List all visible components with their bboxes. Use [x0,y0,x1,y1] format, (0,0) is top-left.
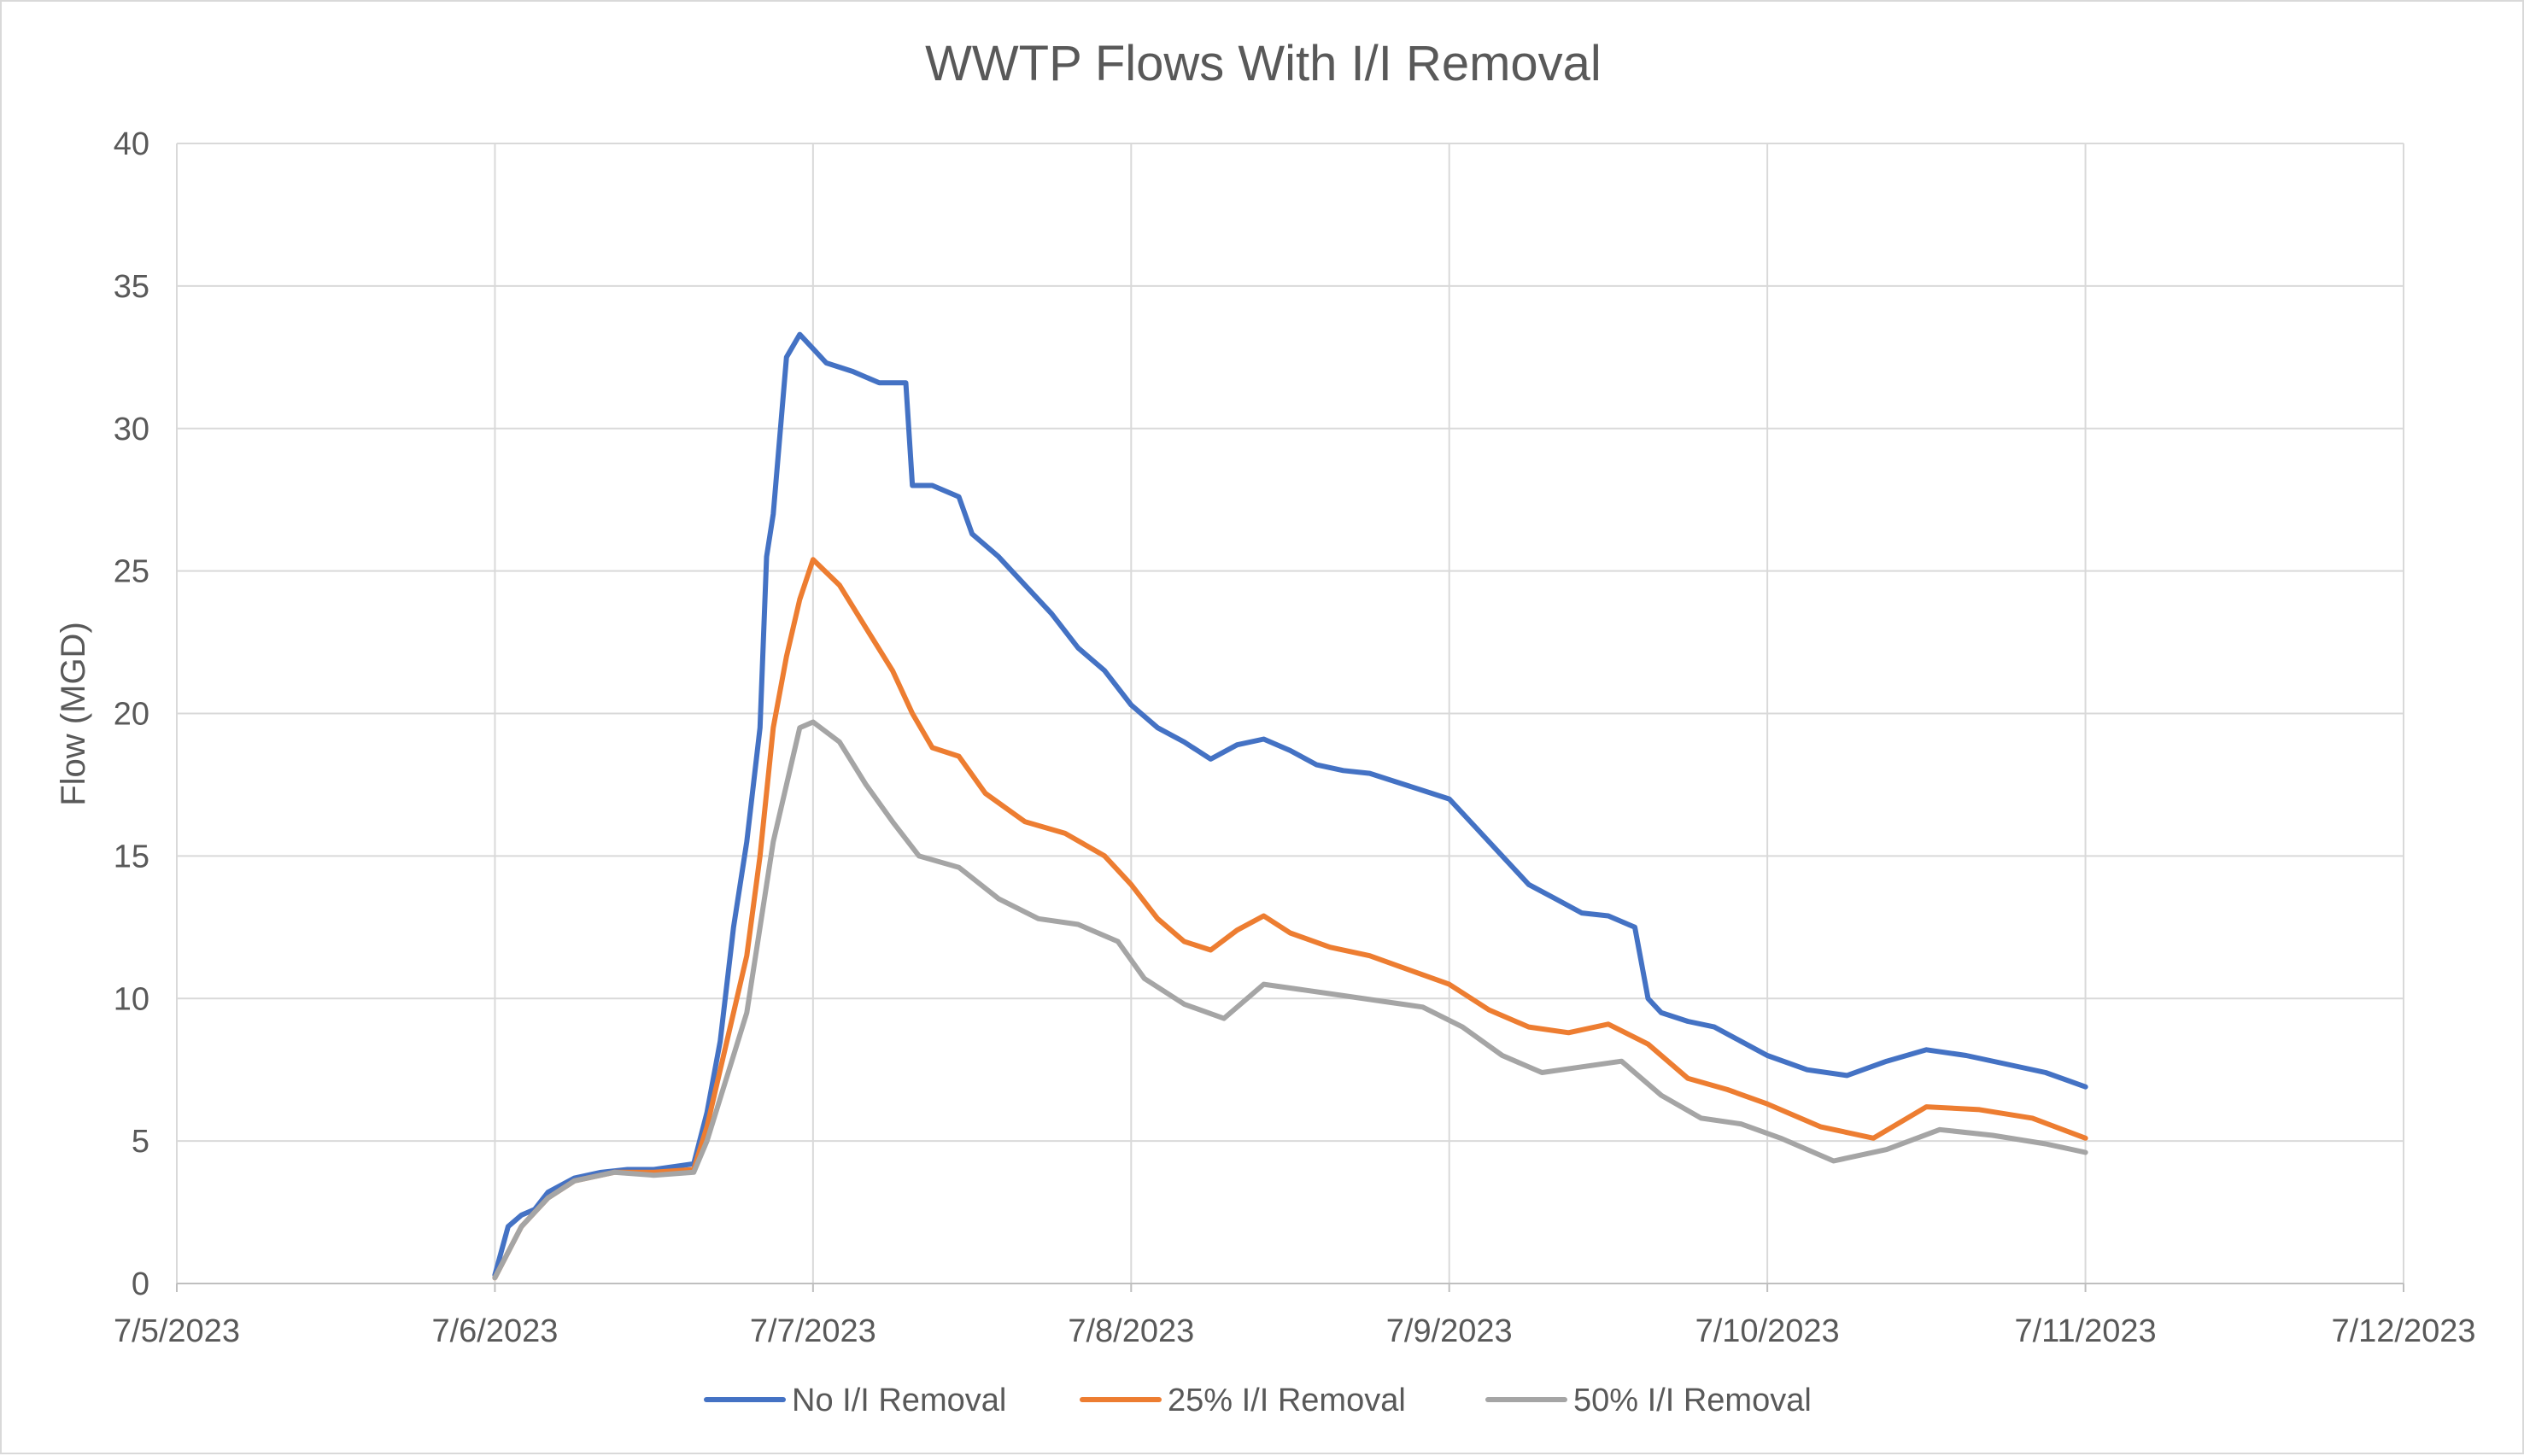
x-tick-label: 7/11/2023 [2014,1313,2156,1349]
y-tick-label: 30 [114,412,149,447]
legend-label: 25% I/I Removal [1168,1383,1406,1418]
y-tick-label: 15 [114,839,149,874]
y-tick-label: 40 [114,126,149,162]
gridlines [176,143,2404,1284]
x-tick-label: 7/8/2023 [1068,1313,1194,1349]
y-tick-label: 10 [114,981,149,1017]
x-tick-label: 7/6/2023 [431,1313,558,1349]
x-tick-label: 7/5/2023 [114,1313,240,1349]
legend-label: 50% I/I Removal [1573,1383,1812,1418]
y-tick-label: 20 [114,697,149,733]
x-tick-label: 7/10/2023 [1695,1313,1840,1349]
legend-label: No I/I Removal [792,1383,1006,1418]
legend: No I/I Removal 25% I/I Removal 50% I/I Rem… [704,1383,1812,1418]
series-lines [492,331,2088,1281]
y-tick-label: 5 [132,1124,149,1160]
y-axis-title: Flow (MGD) [55,622,92,806]
x-tick-label: 7/12/2023 [2331,1313,2475,1349]
y-tick-label: 25 [114,554,149,590]
series-line-2 [492,557,2088,1281]
series-line-3 [492,719,2088,1281]
y-tick-label: 35 [114,269,149,305]
axes: 0 5 10 15 20 25 30 35 40 7/5/2023 7/6/2023 7/7/2023… [114,126,2476,1349]
x-tick-label: 7/7/2023 [750,1313,876,1349]
y-tick-label: 0 [132,1266,149,1302]
x-tick-label: 7/9/2023 [1386,1313,1513,1349]
chart-title: WWTP Flows With I/I Removal [925,36,1602,91]
series-line-1 [492,331,2088,1278]
